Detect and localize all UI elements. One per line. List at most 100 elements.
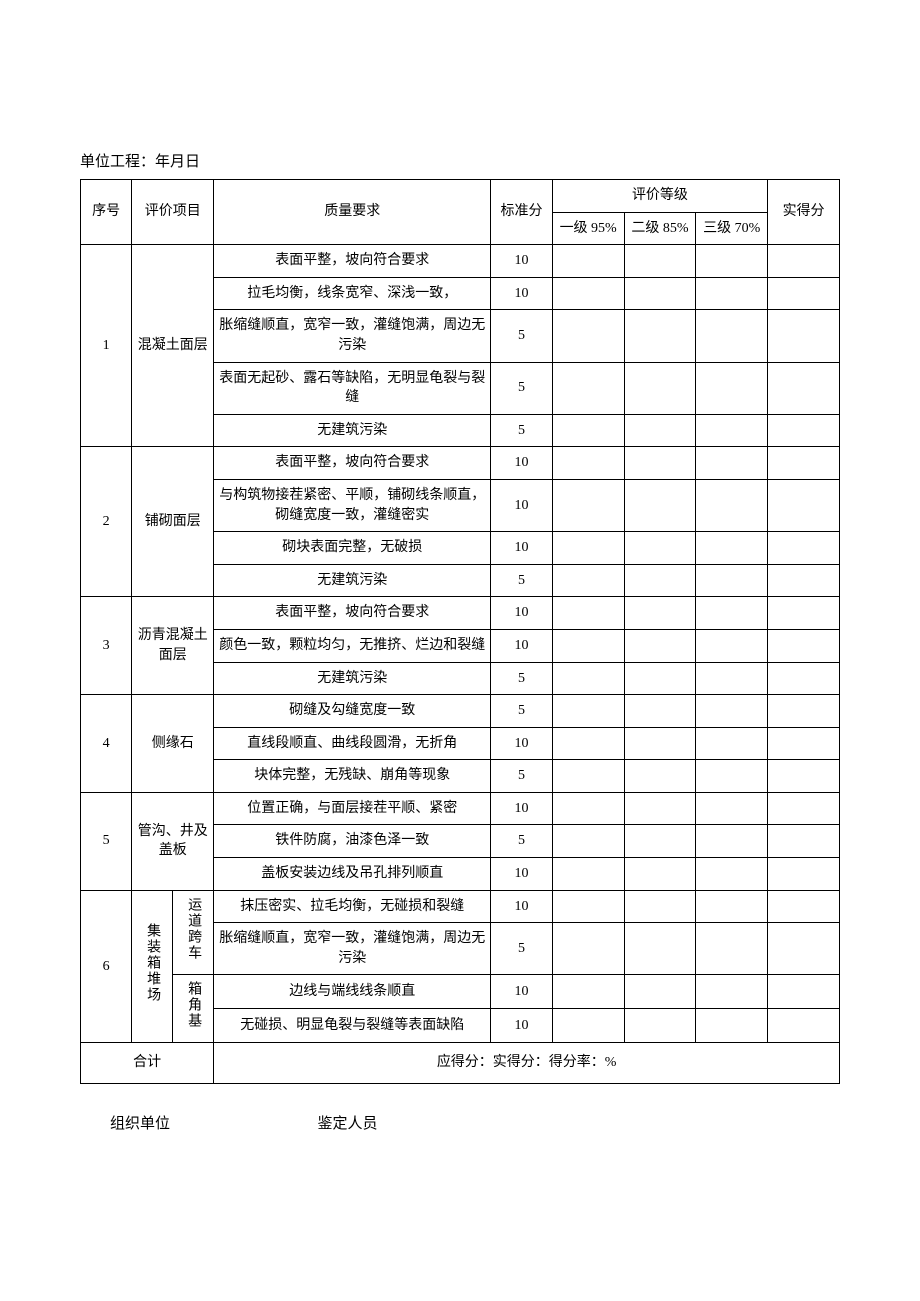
actual-cell — [768, 727, 840, 760]
actual-cell — [768, 245, 840, 278]
grade3-cell — [696, 662, 768, 695]
grade1-cell — [552, 245, 624, 278]
col-grade-3: 三级 70% — [696, 212, 768, 245]
req-cell: 铁件防腐，油漆色泽一致 — [214, 825, 491, 858]
grade1-cell — [552, 310, 624, 362]
grade1-cell — [552, 858, 624, 891]
item-main-label: 集装箱堆场 — [142, 923, 162, 1003]
actual-cell — [768, 532, 840, 565]
grade2-cell — [624, 414, 696, 447]
grade2-cell — [624, 447, 696, 480]
grade1-cell — [552, 597, 624, 630]
req-cell: 盖板安装边线及吊孔排列顺直 — [214, 858, 491, 891]
grade3-cell — [696, 923, 768, 975]
grade1-cell — [552, 564, 624, 597]
grade2-cell — [624, 890, 696, 923]
req-cell: 胀缩缝顺直，宽窄一致，灌缝饱满，周边无污染 — [214, 923, 491, 975]
std-cell: 10 — [491, 447, 553, 480]
grade1-cell — [552, 629, 624, 662]
item-cell: 沥青混凝土面层 — [132, 597, 214, 695]
grade1-cell — [552, 414, 624, 447]
req-cell: 无建筑污染 — [214, 414, 491, 447]
std-cell: 5 — [491, 310, 553, 362]
grade1-cell — [552, 447, 624, 480]
req-cell: 块体完整，无残缺、崩角等现象 — [214, 760, 491, 793]
grade2-cell — [624, 975, 696, 1009]
grade3-cell — [696, 975, 768, 1009]
grade3-cell — [696, 277, 768, 310]
req-cell: 无碰损、明显龟裂与裂缝等表面缺陷 — [214, 1009, 491, 1043]
std-cell: 10 — [491, 1009, 553, 1043]
grade3-cell — [696, 362, 768, 414]
seq-cell: 6 — [81, 890, 132, 1042]
grade3-cell — [696, 727, 768, 760]
grade2-cell — [624, 825, 696, 858]
std-cell: 10 — [491, 245, 553, 278]
item-sub1-cell: 运道跨车 — [173, 890, 214, 975]
actual-cell — [768, 890, 840, 923]
req-cell: 颜色一致，颗粒均匀，无推挤、烂边和裂缝 — [214, 629, 491, 662]
actual-cell — [768, 362, 840, 414]
grade3-cell — [696, 890, 768, 923]
col-req: 质量要求 — [214, 180, 491, 245]
std-cell: 5 — [491, 362, 553, 414]
grade1-cell — [552, 362, 624, 414]
req-cell: 直线段顺直、曲线段圆滑，无折角 — [214, 727, 491, 760]
req-cell: 表面平整，坡向符合要求 — [214, 597, 491, 630]
grade2-cell — [624, 760, 696, 793]
actual-cell — [768, 414, 840, 447]
table-row: 3沥青混凝土面层表面平整，坡向符合要求10 — [81, 597, 840, 630]
actual-cell — [768, 479, 840, 531]
col-grade-2: 二级 85% — [624, 212, 696, 245]
grade2-cell — [624, 277, 696, 310]
item-cell: 铺砌面层 — [132, 447, 214, 597]
grade1-cell — [552, 695, 624, 728]
std-cell: 10 — [491, 597, 553, 630]
total-row: 合计应得分：实得分：得分率：% — [81, 1043, 840, 1084]
req-cell: 拉毛均衡，线条宽窄、深浅一致， — [214, 277, 491, 310]
grade3-cell — [696, 760, 768, 793]
grade1-cell — [552, 1009, 624, 1043]
seq-cell: 1 — [81, 245, 132, 447]
std-cell: 10 — [491, 792, 553, 825]
grade3-cell — [696, 532, 768, 565]
grade3-cell — [696, 564, 768, 597]
table-row: 2铺砌面层表面平整，坡向符合要求10 — [81, 447, 840, 480]
item-sub1-label: 运道跨车 — [184, 897, 204, 961]
grade3-cell — [696, 245, 768, 278]
table-row: 5管沟、井及盖板位置正确，与面层接茬平顺、紧密10 — [81, 792, 840, 825]
std-cell: 5 — [491, 662, 553, 695]
actual-cell — [768, 825, 840, 858]
std-cell: 10 — [491, 727, 553, 760]
grade1-cell — [552, 923, 624, 975]
actual-cell — [768, 564, 840, 597]
col-grade-group: 评价等级 — [552, 180, 767, 213]
grade1-cell — [552, 277, 624, 310]
grade3-cell — [696, 597, 768, 630]
req-cell: 边线与端线线条顺直 — [214, 975, 491, 1009]
table-row: 4侧缘石砌缝及勾缝宽度一致5 — [81, 695, 840, 728]
actual-cell — [768, 597, 840, 630]
seq-cell: 2 — [81, 447, 132, 597]
grade3-cell — [696, 479, 768, 531]
total-label-cell: 合计 — [81, 1043, 214, 1084]
grade1-cell — [552, 662, 624, 695]
grade1-cell — [552, 760, 624, 793]
grade1-cell — [552, 727, 624, 760]
req-cell: 无建筑污染 — [214, 564, 491, 597]
col-grade-1: 一级 95% — [552, 212, 624, 245]
grade2-cell — [624, 362, 696, 414]
item-cell: 管沟、井及盖板 — [132, 792, 214, 890]
org-label: 组织单位 — [110, 1116, 170, 1132]
std-cell: 5 — [491, 564, 553, 597]
req-cell: 抹压密实、拉毛均衡，无碰损和裂缝 — [214, 890, 491, 923]
grade3-cell — [696, 825, 768, 858]
col-item: 评价项目 — [132, 180, 214, 245]
unit-project-header: 单位工程：年月日 — [80, 150, 840, 171]
req-cell: 位置正确，与面层接茬平顺、紧密 — [214, 792, 491, 825]
actual-cell — [768, 277, 840, 310]
grade3-cell — [696, 792, 768, 825]
actual-cell — [768, 629, 840, 662]
grade2-cell — [624, 310, 696, 362]
std-cell: 10 — [491, 532, 553, 565]
